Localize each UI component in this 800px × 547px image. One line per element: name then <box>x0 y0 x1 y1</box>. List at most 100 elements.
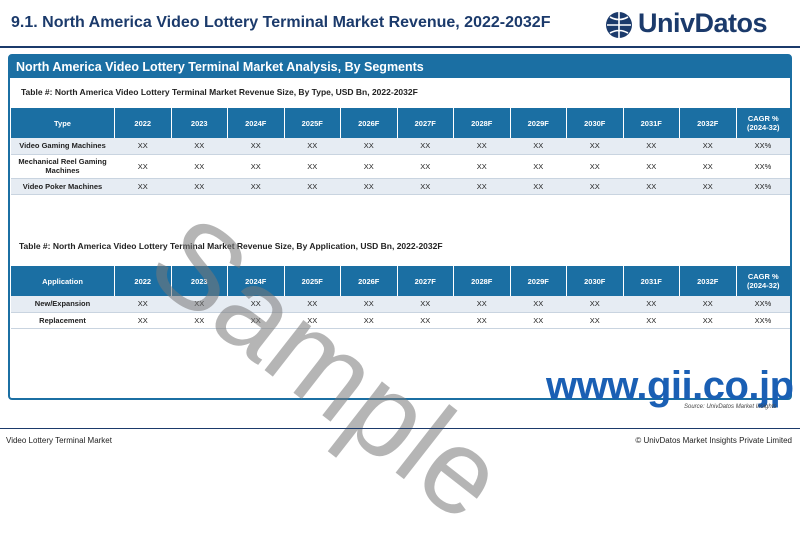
column-header: CAGR % (2024-32) <box>735 108 790 138</box>
footer-market-name: Video Lottery Terminal Market <box>6 436 112 445</box>
table-cell: XX <box>566 312 623 329</box>
table-cell: XX <box>566 296 623 313</box>
table-by-type: Type 2022 2023 2024F 2025F 2026F 2027F 2028F 202… <box>10 108 790 195</box>
table-cell: XX <box>623 178 680 195</box>
logo-wordmark: UnivDatos <box>638 8 768 38</box>
table-cell: XX <box>171 296 228 313</box>
table-cell: XX <box>340 312 397 329</box>
table-cell: XX <box>227 312 284 329</box>
column-header: 2032F <box>679 108 736 138</box>
header-divider <box>0 46 800 48</box>
table-cell: XX <box>623 154 680 179</box>
table-caption-by-application: Table #: North America Video Lottery Ter… <box>19 241 443 251</box>
row-label: Replacement <box>10 312 115 329</box>
table-cell: XX <box>227 296 284 313</box>
table-cell: XX <box>397 138 454 155</box>
table-cell: XX <box>679 178 736 195</box>
table-cell: XX <box>284 178 341 195</box>
row-label: New/Expansion <box>10 296 115 313</box>
table-row: Video Poker Machines XX XX XX XX XX XX XX XX XX XX… <box>10 178 790 195</box>
table-cell: XX <box>453 312 510 329</box>
table-cell: XX <box>623 138 680 155</box>
table-cell: XX <box>453 138 510 155</box>
table-cell: XX% <box>736 138 790 155</box>
gii-watermark: www.gii.co.jp <box>546 364 794 408</box>
table-cell: XX <box>623 296 680 313</box>
table-cell: XX <box>284 138 341 155</box>
column-header: 2030F <box>566 108 623 138</box>
table-row: Replacement XX XX XX XX XX XX XX XX XX XX XX XX% <box>10 312 790 329</box>
column-header-segment: Type <box>10 108 115 138</box>
table-cell: XX <box>679 154 736 179</box>
table-cell: XX <box>453 178 510 195</box>
column-header: 2026F <box>340 108 397 138</box>
section-banner: North America Video Lottery Terminal Mar… <box>10 56 790 78</box>
table-cell: XX <box>679 296 736 313</box>
table-cell: XX <box>114 178 171 195</box>
table-header-row: Application 2022 2023 2024F 2025F 2026F 2027F 2… <box>10 266 790 296</box>
table-cell: XX <box>171 138 228 155</box>
table-cell: XX <box>284 312 341 329</box>
column-header: 2026F <box>340 266 397 296</box>
table-row: New/Expansion XX XX XX XX XX XX XX XX XX XX XX XX% <box>10 296 790 313</box>
column-header: 2024F <box>227 108 284 138</box>
table-cell: XX <box>566 154 623 179</box>
row-label: Mechanical Reel Gaming Machines <box>10 154 115 179</box>
table-cell: XX <box>510 154 567 179</box>
table-cell: XX% <box>736 296 790 313</box>
column-header: 2032F <box>679 266 736 296</box>
table-cell: XX <box>340 138 397 155</box>
column-header: 2024F <box>227 266 284 296</box>
column-header-segment: Application <box>10 266 115 296</box>
row-label: Video Gaming Machines <box>10 138 115 155</box>
table-cell: XX <box>453 296 510 313</box>
table-cell: XX <box>510 178 567 195</box>
table-cell: XX <box>114 296 171 313</box>
table-cell: XX <box>510 312 567 329</box>
table-cell: XX <box>679 138 736 155</box>
column-header: 2025F <box>283 266 341 296</box>
table-header-row: Type 2022 2023 2024F 2025F 2026F 2027F 2028F 202… <box>10 108 790 138</box>
column-header: 2031F <box>622 108 680 138</box>
table-cell: XX <box>340 296 397 313</box>
column-header: 2031F <box>622 266 680 296</box>
table-cell: XX <box>397 178 454 195</box>
column-header: 2028F <box>453 266 510 296</box>
table-cell: XX <box>114 138 171 155</box>
table-cell: XX <box>171 154 228 179</box>
table-cell: XX <box>623 312 680 329</box>
globe-icon <box>606 12 632 38</box>
table-by-application: Application 2022 2023 2024F 2025F 2026F 2027F 2… <box>10 266 790 329</box>
table-cell: XX <box>566 138 623 155</box>
column-header: 2022 <box>114 108 171 138</box>
row-label: Video Poker Machines <box>10 178 115 195</box>
column-header: 2027F <box>396 108 454 138</box>
source-note: Source: UnivDatos Market Insights <box>684 404 777 410</box>
column-header: 2023 <box>170 266 228 296</box>
table-cell: XX <box>340 178 397 195</box>
table-row: Video Gaming Machines XX XX XX XX XX XX XX XX XX X… <box>10 138 790 155</box>
column-header: 2025F <box>283 108 341 138</box>
page-title: 9.1. North America Video Lottery Termina… <box>11 14 551 31</box>
column-header: 2022 <box>114 266 171 296</box>
table-cell: XX% <box>736 312 790 329</box>
table-cell: XX <box>566 178 623 195</box>
table-cell: XX <box>114 154 171 179</box>
table-cell: XX <box>171 312 228 329</box>
table-cell: XX <box>227 138 284 155</box>
column-header: 2023 <box>170 108 228 138</box>
table-cell: XX <box>453 154 510 179</box>
table-cell: XX% <box>736 154 790 179</box>
column-header: 2030F <box>566 266 623 296</box>
table-cell: XX <box>227 154 284 179</box>
column-header: CAGR % (2024-32) <box>735 266 790 296</box>
column-header: 2029F <box>509 266 567 296</box>
table-cell: XX <box>510 138 567 155</box>
column-header: 2028F <box>453 108 510 138</box>
table-cell: XX <box>679 312 736 329</box>
column-header: 2027F <box>396 266 454 296</box>
footer-divider <box>0 428 800 429</box>
univdatos-logo: UnivDatos <box>604 8 794 42</box>
table-cell: XX <box>340 154 397 179</box>
footer-copyright: © UnivDatos Market Insights Private Limi… <box>635 436 792 445</box>
